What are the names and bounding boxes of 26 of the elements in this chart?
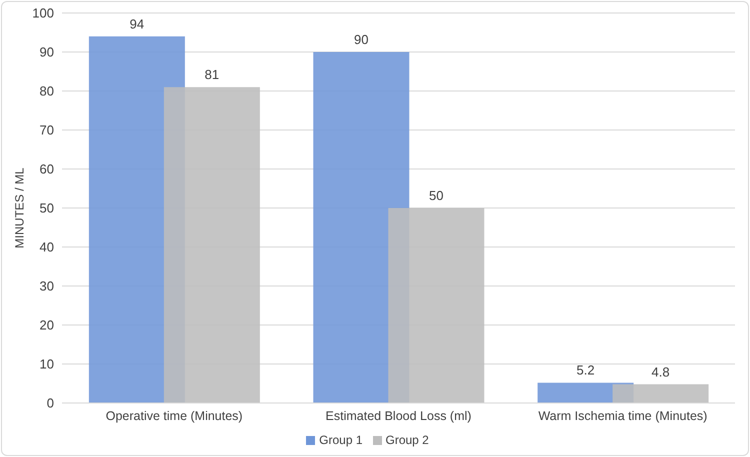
- y-tick-label: 30: [40, 278, 54, 294]
- data-label: 50: [429, 188, 444, 203]
- y-tick-label: 80: [40, 84, 54, 99]
- x-tick-label: Warm Ischemia time (Minutes): [538, 408, 708, 423]
- x-tick-label: Operative time (Minutes): [106, 408, 243, 423]
- bar: [388, 208, 484, 403]
- y-tick-label: 90: [40, 44, 54, 60]
- y-axis-title: MINUTES / ML: [12, 167, 26, 248]
- y-tick-label: 100: [32, 6, 54, 21]
- y-tick-label: 50: [40, 200, 54, 216]
- y-tick-label: 10: [40, 356, 54, 372]
- y-tick-label: 20: [40, 318, 54, 333]
- data-label: 4.8: [652, 364, 670, 380]
- y-tick-label: 40: [40, 240, 54, 255]
- bar: [612, 384, 709, 403]
- x-tick-label: Estimated Blood Loss (ml): [326, 408, 472, 423]
- legend-label: Group 2: [386, 433, 429, 447]
- y-tick-label: 60: [40, 162, 54, 177]
- data-label: 5.2: [576, 362, 595, 378]
- bar: [164, 87, 260, 403]
- legend-label: Group 1: [319, 433, 362, 447]
- y-tick-label: 0: [46, 396, 54, 411]
- y-tick-label: 70: [40, 122, 54, 138]
- data-label: 94: [130, 16, 144, 32]
- data-label: 81: [204, 67, 220, 82]
- data-label: 90: [354, 32, 368, 47]
